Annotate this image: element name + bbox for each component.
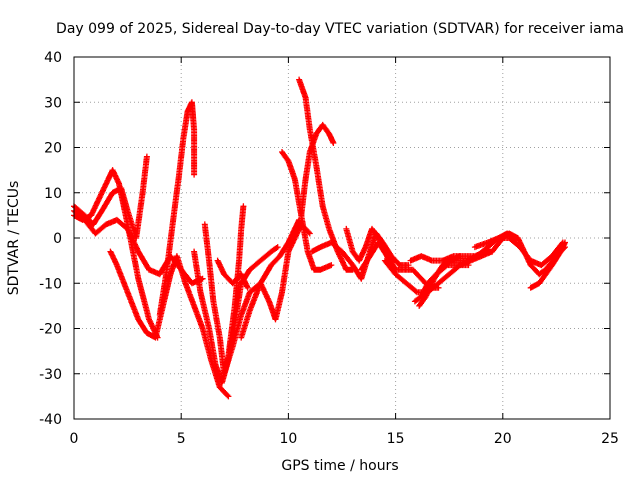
series-track-13 [298, 121, 337, 219]
series-track-10 [238, 216, 303, 341]
chart-title: Day 099 of 2025, Sidereal Day-to-day VTE… [56, 21, 624, 37]
grid-lines [74, 57, 610, 419]
y-tick-label: -10 [39, 276, 62, 292]
y-tick-label: -30 [39, 367, 62, 383]
x-tick-label: 15 [387, 431, 405, 447]
series-markers [214, 257, 251, 291]
x-tick-labels: 0 5 10 15 20 25 [70, 431, 619, 447]
series-track-22 [527, 239, 568, 291]
series-track-3 [71, 153, 150, 241]
x-tick-label: 25 [601, 431, 619, 447]
series-markers [439, 248, 496, 264]
series-track-9 [221, 221, 313, 377]
series-track-8 [214, 257, 251, 291]
y-tick-label: 30 [44, 95, 62, 111]
series-markers [221, 221, 313, 377]
x-tick-label: 20 [494, 431, 512, 447]
y-tick-labels: -40 -30 -20 -10 0 10 20 30 40 [39, 50, 62, 428]
x-tick-label: 10 [279, 431, 297, 447]
series-track-23 [471, 235, 566, 269]
series-markers [238, 216, 303, 341]
series-markers [527, 239, 568, 291]
series-track-5 [156, 99, 198, 318]
y-axis-label: SDTVAR / TECUs [6, 181, 22, 296]
x-axis-label: GPS time / hours [281, 458, 398, 474]
series-markers [471, 235, 566, 269]
x-tick-label: 5 [177, 431, 186, 447]
series-markers [71, 153, 150, 241]
series-track-21 [439, 248, 496, 264]
y-tick-label: -40 [39, 412, 62, 428]
y-tick-label: 10 [44, 186, 62, 202]
series-markers [156, 99, 198, 318]
y-tick-label: 40 [44, 50, 62, 66]
series-markers [298, 121, 337, 219]
x-tick-label: 0 [70, 431, 79, 447]
y-tick-label: -20 [39, 322, 62, 338]
series-markers [416, 253, 463, 309]
series-track-20 [416, 253, 463, 309]
axis-ticks [73, 56, 611, 420]
y-tick-label: 20 [44, 141, 62, 157]
data-series [71, 76, 568, 400]
y-tick-label: 0 [53, 231, 62, 247]
